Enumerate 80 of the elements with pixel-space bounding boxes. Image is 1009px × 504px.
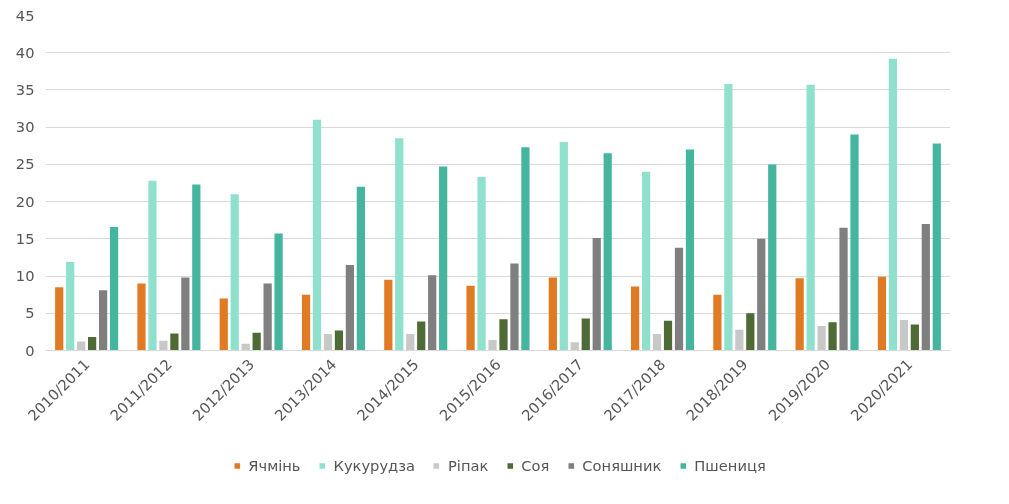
y-tick-label: 30 <box>15 118 35 136</box>
legend-label: Пшениця <box>694 456 766 474</box>
bar <box>735 329 744 351</box>
bar <box>88 337 97 351</box>
bar <box>439 166 448 351</box>
bar <box>795 278 804 351</box>
bar <box>757 238 766 351</box>
legend-label: Соняшник <box>582 456 662 474</box>
bar <box>932 143 941 351</box>
bar <box>510 263 519 351</box>
bar <box>312 119 322 351</box>
bar <box>98 290 108 351</box>
bar <box>548 277 557 351</box>
bar <box>181 277 190 351</box>
bar <box>839 227 848 351</box>
bar <box>581 318 590 351</box>
bar <box>274 233 283 351</box>
bar <box>192 184 201 351</box>
bar <box>356 186 365 351</box>
bar <box>466 285 475 351</box>
bar <box>428 275 437 351</box>
bar <box>230 194 239 351</box>
bar <box>66 261 75 351</box>
bar <box>345 264 355 351</box>
bar <box>713 294 722 351</box>
y-tick-label: 35 <box>15 80 35 98</box>
bar <box>521 147 530 351</box>
bar <box>159 340 168 351</box>
bar <box>910 324 919 351</box>
bar <box>323 334 333 351</box>
y-tick-label: 20 <box>15 192 35 210</box>
y-tick-label: 5 <box>25 304 35 322</box>
y-tick-label: 45 <box>15 6 35 24</box>
legend-label: Ріпак <box>448 456 489 474</box>
bar <box>395 138 404 351</box>
bar <box>406 334 415 351</box>
y-tick-label: 10 <box>15 267 35 285</box>
legend-label: Ячмінь <box>248 456 301 474</box>
bar <box>850 134 859 351</box>
bar <box>817 325 826 351</box>
bar <box>592 238 601 351</box>
bar <box>828 322 837 351</box>
bar <box>109 226 119 351</box>
legend-label: Соя <box>521 456 550 474</box>
bar <box>641 171 651 351</box>
bar <box>55 287 64 351</box>
bar <box>334 330 344 351</box>
bar <box>652 334 662 351</box>
bar <box>746 313 755 351</box>
bar <box>877 276 887 351</box>
bar <box>685 149 695 351</box>
bar <box>631 286 640 351</box>
bar <box>768 164 777 351</box>
bar <box>252 332 261 351</box>
y-tick-label: 15 <box>15 229 35 247</box>
bar <box>888 58 898 351</box>
bar <box>724 83 733 351</box>
bar <box>806 84 815 351</box>
bar <box>301 294 311 351</box>
bar <box>488 340 497 351</box>
bar <box>499 319 508 351</box>
bar <box>219 298 228 351</box>
bar <box>921 223 930 351</box>
bar <box>263 283 272 351</box>
bar <box>559 142 568 351</box>
y-tick-label: 0 <box>25 341 35 359</box>
bar <box>663 320 673 351</box>
bar <box>674 247 684 351</box>
bar <box>603 153 612 351</box>
bar <box>148 180 157 351</box>
bar <box>899 319 908 351</box>
bar <box>170 333 179 351</box>
bar <box>137 283 146 351</box>
bar <box>570 342 579 351</box>
y-tick-label: 40 <box>15 43 35 61</box>
y-tick-label: 25 <box>15 155 35 173</box>
bar <box>384 279 393 351</box>
bar <box>417 321 426 351</box>
legend-label: Кукурудза <box>333 456 415 474</box>
bar <box>477 177 486 351</box>
